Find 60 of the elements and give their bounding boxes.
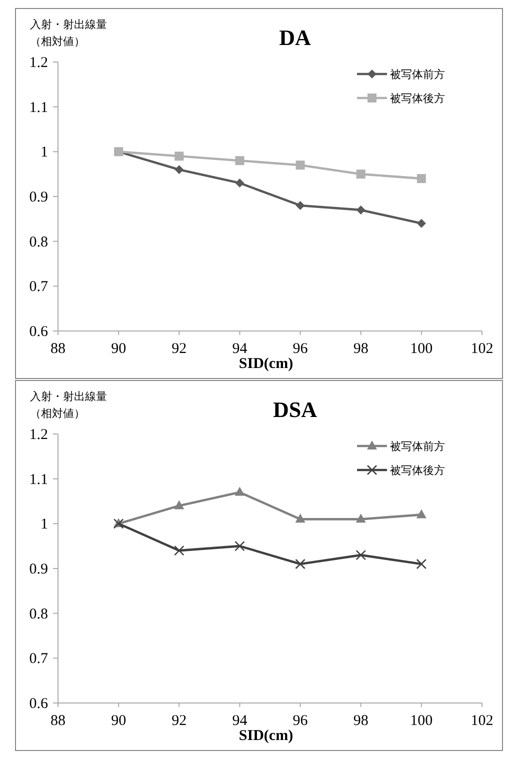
chart-title: DA (279, 25, 311, 50)
y-tick-label: 0.6 (29, 696, 48, 712)
point (356, 205, 366, 214)
x-tick-label: 96 (292, 341, 308, 357)
legend-label: 被写体後方 (390, 92, 445, 105)
x-tick-label: 92 (172, 341, 187, 357)
point (356, 170, 366, 179)
y-tick-label: 0.6 (29, 324, 48, 340)
y-tick-label: 1 (40, 516, 48, 533)
x-tick-label: 98 (353, 341, 368, 357)
y-tick-label: 0.9 (29, 562, 48, 578)
point (235, 178, 244, 188)
x-tick-label: 88 (50, 713, 66, 729)
legend-label: 被写体前方 (390, 440, 445, 453)
point (234, 486, 245, 496)
point (235, 156, 244, 166)
point (356, 514, 366, 523)
x-tick-label: 90 (111, 341, 126, 357)
point (174, 165, 184, 174)
y-axis-title: 入射・射出線量（相対値） (30, 389, 108, 422)
point (356, 550, 366, 560)
x-tick-label: 94 (232, 713, 248, 729)
x-tick-label: 92 (172, 713, 187, 729)
point (234, 540, 245, 552)
point (416, 174, 426, 184)
point (296, 200, 305, 210)
x-tick-label: 96 (292, 713, 308, 729)
y-tick-label: 1 (40, 144, 48, 161)
x-tick-label: 100 (410, 713, 433, 729)
y-tick-label: 0.9 (29, 190, 48, 206)
point (295, 514, 306, 523)
y-tick-label: 0.8 (29, 606, 48, 622)
y-tick-label: 0.7 (29, 651, 48, 668)
point (174, 500, 184, 510)
x-tick-label: 98 (353, 713, 368, 729)
point (296, 160, 305, 170)
y-tick-label: 1.1 (29, 100, 48, 116)
x-axis-title: SID(cm) (238, 356, 294, 372)
point (174, 545, 184, 556)
y-tick-label: 1.2 (29, 427, 48, 443)
x-tick-label: 90 (111, 713, 126, 729)
legend-label: 被写体後方 (390, 464, 445, 477)
point (416, 558, 427, 570)
legend-label: 被写体前方 (390, 68, 445, 81)
point (416, 218, 426, 228)
y-tick-label: 0.7 (29, 279, 48, 296)
x-tick-label: 100 (410, 341, 433, 357)
point (416, 509, 426, 518)
x-axis-title: SID(cm) (238, 728, 294, 744)
x-tick-label: 102 (470, 341, 494, 357)
x-tick-label: 102 (470, 713, 494, 729)
y-axis-title: 入射・射出線量（相対値） (30, 17, 108, 50)
x-tick-label: 94 (232, 341, 248, 357)
point (295, 558, 306, 570)
y-tick-label: 1.1 (29, 472, 48, 488)
y-tick-label: 0.8 (29, 234, 48, 250)
y-tick-label: 1.2 (29, 55, 48, 71)
x-tick-label: 88 (50, 341, 66, 357)
point (174, 152, 184, 161)
chart-title: DSA (272, 397, 318, 422)
